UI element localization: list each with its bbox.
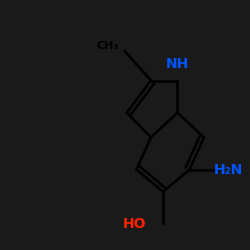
Text: H₂N: H₂N — [214, 162, 243, 176]
Text: CH₃: CH₃ — [96, 41, 119, 51]
Text: HO: HO — [122, 217, 146, 231]
Text: NH: NH — [166, 56, 189, 70]
